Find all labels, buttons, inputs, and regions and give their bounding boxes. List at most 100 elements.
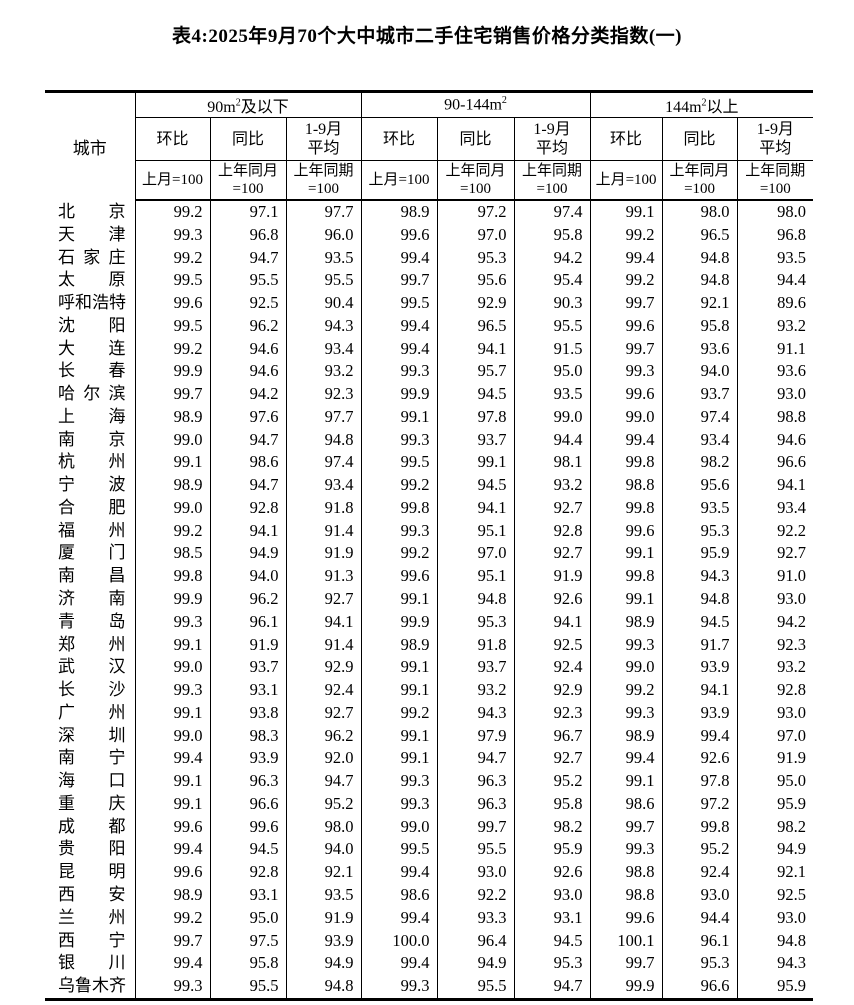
index-value: 99.3: [360, 428, 438, 452]
index-value: 93.5: [661, 496, 738, 520]
index-value: 99.4: [360, 861, 438, 884]
index-value: 99.2: [134, 337, 210, 361]
header-line: 平均: [759, 140, 792, 157]
index-value: 98.9: [589, 724, 663, 748]
city-name: 哈尔滨: [45, 383, 135, 406]
base-header-mom: 上月=100: [360, 160, 438, 201]
index-value: 93.2: [436, 679, 515, 702]
index-value: 92.8: [209, 861, 286, 884]
index-value: 93.6: [661, 337, 738, 361]
index-value: 98.9: [360, 633, 438, 657]
index-value: 95.5: [436, 975, 515, 1000]
header-line: 1-9月: [533, 121, 571, 138]
index-value: 97.7: [285, 405, 362, 429]
index-value: 99.4: [134, 747, 210, 771]
index-value: 94.8: [436, 588, 515, 611]
city-name: 福州: [45, 520, 135, 543]
index-value: 99.0: [589, 405, 663, 429]
group-header-row: 城市 90m2及以下 90-144m2 144m2以上: [45, 91, 814, 158]
index-value: 93.9: [661, 701, 738, 725]
index-value: 91.9: [513, 565, 591, 589]
index-value: 95.8: [661, 314, 738, 338]
index-value: 94.6: [209, 360, 286, 384]
index-value: 99.1: [436, 451, 515, 475]
city-name: 太原: [45, 269, 135, 292]
city-name-label: 广州: [58, 702, 126, 722]
index-value: 92.9: [285, 656, 362, 680]
table-row: 长沙 99.3 93.1 92.4 99.1 93.2 92.9 99.2 94.1 92.8: [45, 679, 814, 702]
index-value: 98.1: [513, 451, 591, 475]
header-line: 上月=100: [142, 172, 203, 188]
index-value: 96.5: [661, 223, 738, 247]
table-row: 济南 99.9 96.2 92.7 99.1 94.8 92.6 99.1 94.8 93.0: [45, 588, 814, 611]
index-value: 95.7: [436, 360, 515, 384]
city-name-label: 呼和浩特: [58, 293, 126, 313]
city-name-label: 厦门: [58, 543, 126, 563]
index-value: 97.8: [661, 770, 738, 793]
index-value: 99.5: [360, 451, 438, 475]
table-row: 乌鲁木齐 99.3 95.5 94.8 99.3 95.5 94.7 99.9 96.6 95.9: [45, 975, 814, 1000]
table-row: 宁波 98.9 94.7 93.4 99.2 94.5 93.2 98.8 95.6 94.1: [45, 474, 814, 497]
index-value: 99.5: [134, 269, 210, 293]
index-value: 99.7: [589, 337, 663, 361]
index-value: 99.2: [589, 679, 663, 702]
index-value: 97.4: [661, 405, 738, 429]
col-header-avg: 1-9月 平均: [285, 117, 362, 161]
city-name: 杭州: [45, 451, 135, 474]
index-value: 94.4: [661, 906, 738, 930]
index-value: 95.3: [436, 246, 515, 270]
col-header-yoy: 同比: [436, 117, 515, 161]
index-value: 98.9: [134, 883, 210, 907]
table-row: 太原 99.5 95.5 95.5 99.7 95.6 95.4 99.2 94.8 94.4: [45, 269, 814, 293]
header-line: 同比: [459, 130, 492, 148]
index-value: 98.0: [736, 200, 814, 224]
index-value: 99.2: [360, 542, 438, 566]
col-header-avg: 1-9月平均: [513, 117, 591, 161]
city-name: 乌鲁木齐: [45, 975, 135, 999]
table-row: 福州 99.2 94.1 91.4 99.3 95.1 92.8 99.6 95.3 92.2: [45, 519, 814, 543]
index-value: 97.7: [285, 200, 362, 224]
index-value: 94.8: [661, 246, 738, 270]
index-value: 92.7: [285, 701, 362, 725]
index-value: 99.0: [134, 428, 210, 452]
col-header-yoy: 同比: [661, 117, 738, 161]
index-value: 93.4: [285, 474, 362, 497]
header-line: 平均: [536, 140, 569, 157]
index-value: 99.4: [134, 952, 210, 976]
city-column-header: 城市: [72, 139, 107, 158]
header-line: 上月=100: [368, 172, 430, 188]
index-value: 94.1: [209, 519, 286, 543]
city-name-label: 福州: [58, 520, 126, 540]
index-value: 99.7: [360, 269, 438, 293]
index-value: 91.7: [661, 633, 738, 657]
index-value: 99.6: [589, 519, 663, 543]
city-name-label: 南宁: [58, 748, 126, 768]
index-value: 99.2: [134, 200, 210, 224]
index-value: 99.9: [134, 360, 210, 384]
index-value: 99.4: [589, 246, 663, 270]
index-value: 93.5: [285, 246, 362, 270]
city-name-label: 西宁: [58, 930, 126, 950]
index-value: 99.7: [589, 292, 663, 315]
index-value: 99.9: [589, 975, 663, 1000]
city-name: 北京: [45, 200, 135, 224]
city-name: 沈阳: [45, 315, 135, 338]
table-row: 西宁 99.7 97.5 93.9 100.0 96.4 94.5 100.1 96.1 94.8: [45, 929, 814, 953]
index-value: 99.4: [360, 337, 438, 361]
index-value: 99.3: [589, 360, 663, 384]
header-line: 平均: [307, 140, 340, 157]
superscript-2: 2: [235, 97, 241, 109]
index-value: 95.8: [209, 952, 286, 976]
base-header-mom: 上月=100: [589, 160, 663, 201]
col-header-mom: 环比: [360, 117, 438, 161]
index-value: 93.1: [209, 883, 286, 907]
index-value: 92.6: [513, 861, 591, 884]
index-value: 94.1: [513, 610, 591, 634]
index-value: 98.6: [589, 792, 663, 816]
index-value: 98.3: [209, 724, 286, 748]
city-name: 宁波: [45, 474, 135, 497]
index-value: 92.2: [736, 519, 814, 543]
base-header-row: 上月=100 上年同月 =100 上年同期 =100 上月=100 上年同月 =100…: [45, 160, 814, 201]
index-value: 95.9: [736, 975, 814, 1000]
index-value: 94.3: [436, 701, 515, 725]
